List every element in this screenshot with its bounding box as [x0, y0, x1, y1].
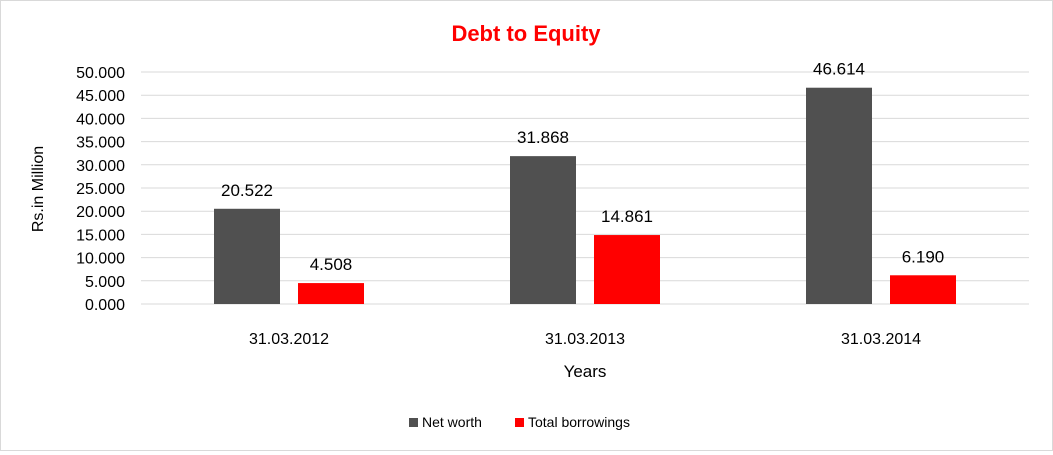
data-labels: 20.522 4.508 31.868 14.861 46.614 6.190	[221, 60, 944, 274]
y-axis-label: Rs.in Million	[30, 146, 47, 232]
y-tick-label: 30.000	[76, 158, 125, 175]
x-axis-label: Years	[564, 362, 607, 381]
legend-swatch-net-worth	[409, 418, 418, 427]
y-tick-label: 45.000	[76, 88, 125, 105]
y-tick-label: 40.000	[76, 111, 125, 128]
bar-net-worth	[806, 87, 872, 305]
y-tick-label: 0.000	[85, 297, 125, 314]
y-tick-label: 35.000	[76, 135, 125, 152]
x-tick-labels: 31.03.2012 31.03.2013 31.03.2014	[249, 331, 921, 348]
data-label: 6.190	[902, 247, 945, 266]
legend: Net worth Total borrowings	[409, 414, 630, 430]
y-tick-label: 10.000	[76, 251, 125, 268]
legend-swatch-total-borrowings	[515, 418, 524, 427]
data-label: 46.614	[813, 60, 865, 79]
data-label: 4.508	[310, 255, 353, 274]
y-tick-label: 25.000	[76, 181, 125, 198]
y-tick-labels: 0.000 5.000 10.000 15.000 20.000 25.000 30.000…	[76, 65, 125, 314]
y-tick-label: 50.000	[76, 65, 125, 82]
x-tick-label: 31.03.2013	[545, 331, 625, 348]
y-tick-label: 5.000	[85, 274, 125, 291]
data-label: 20.522	[221, 181, 273, 200]
y-tick-label: 20.000	[76, 204, 125, 221]
bar-total-borrowings	[594, 235, 660, 304]
bars	[214, 87, 956, 305]
x-tick-label: 31.03.2012	[249, 331, 329, 348]
gridlines	[141, 71, 1029, 305]
bar-net-worth	[214, 208, 280, 304]
chart-title: Debt to Equity	[451, 21, 601, 46]
y-tick-label: 15.000	[76, 227, 125, 244]
bar-total-borrowings	[298, 283, 364, 304]
x-tick-label: 31.03.2014	[841, 331, 921, 348]
legend-label: Net worth	[422, 414, 482, 430]
data-label: 14.861	[601, 207, 653, 226]
data-label: 31.868	[517, 128, 569, 147]
legend-label: Total borrowings	[528, 414, 630, 430]
bar-total-borrowings	[890, 275, 956, 304]
bar-net-worth	[510, 156, 576, 304]
